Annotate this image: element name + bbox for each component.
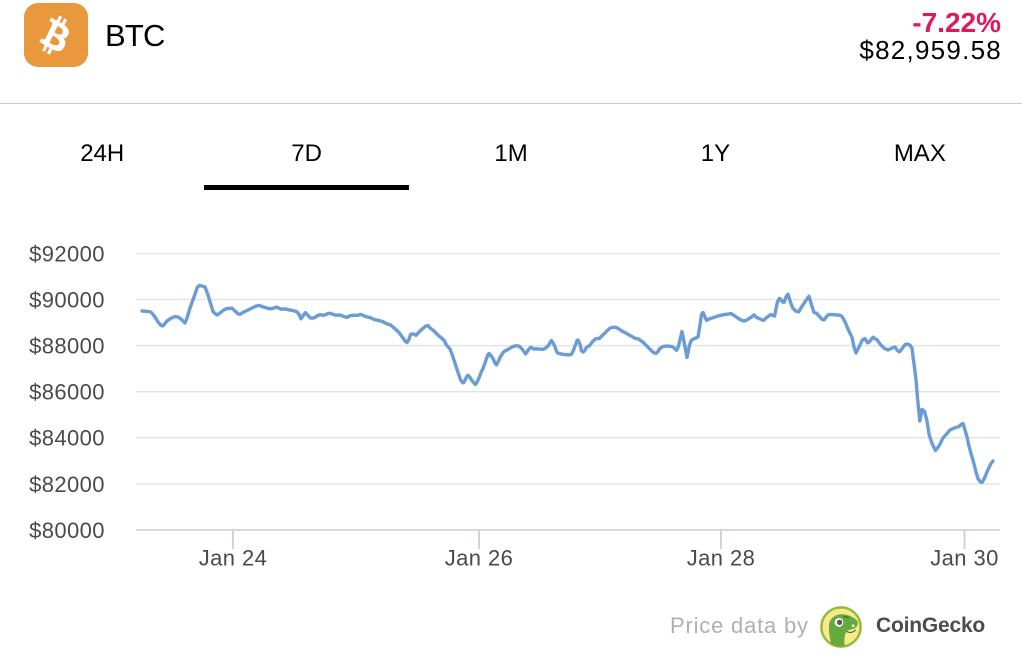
svg-text:$82000: $82000 xyxy=(29,472,105,497)
svg-text:Jan 28: Jan 28 xyxy=(687,546,755,571)
svg-text:$88000: $88000 xyxy=(29,334,105,359)
svg-text:$84000: $84000 xyxy=(29,426,105,451)
svg-text:Jan 26: Jan 26 xyxy=(445,546,513,571)
svg-text:Jan 30: Jan 30 xyxy=(930,546,998,571)
svg-text:$80000: $80000 xyxy=(29,518,105,543)
svg-text:$92000: $92000 xyxy=(29,241,105,266)
svg-text:$90000: $90000 xyxy=(29,287,105,312)
svg-text:Jan 24: Jan 24 xyxy=(199,546,267,571)
svg-text:$86000: $86000 xyxy=(29,380,105,405)
